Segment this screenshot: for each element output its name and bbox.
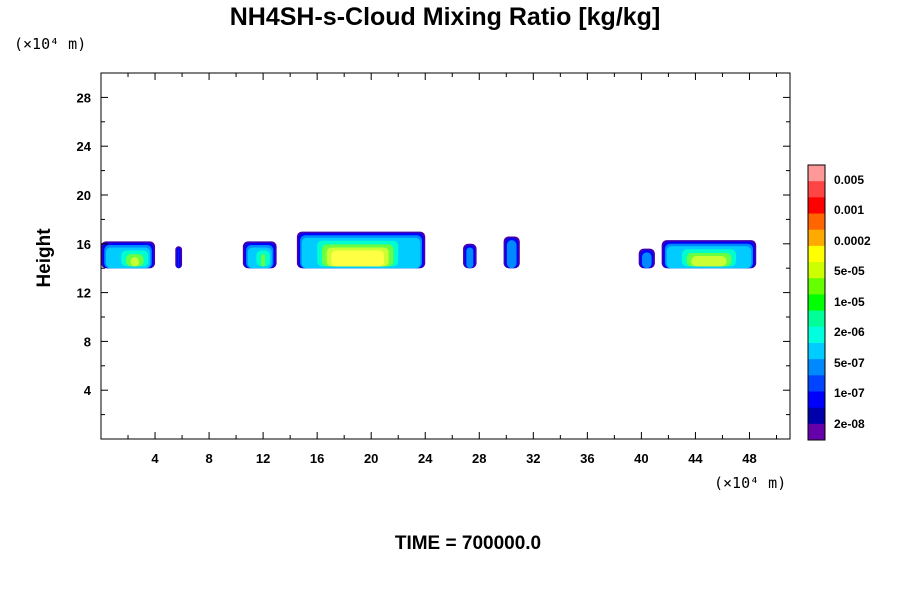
y-tick-label: 20 [77,188,91,203]
y-tick-label: 12 [77,286,91,301]
colorbar-swatch [808,342,825,360]
x-tick-label: 44 [688,451,703,466]
colorbar-swatch [808,359,825,376]
x-tick-label: 16 [310,451,324,466]
x-tick-label: 36 [580,451,594,466]
colorbar-swatch [808,391,825,409]
cloud-contour [641,252,652,269]
colorbar-swatch [808,310,825,328]
colorbar-label: 2e-06 [834,325,865,339]
y-axis-label: Height [34,228,55,288]
colorbar-label: 0.001 [834,203,864,217]
cloud-field [101,231,757,269]
colorbar: 0.005 0.001 0.0002 5e-05 1e-05 2e-06 5e-07 1e-0… [807,164,871,441]
x-tick-label: 4 [151,451,159,466]
x-tick-label: 48 [742,451,756,466]
x-tick-label: 32 [526,451,540,466]
x-tick-label: 28 [472,451,486,466]
cloud-contour [466,247,474,269]
colorbar-label: 5e-05 [834,264,865,278]
cloud-contour [130,257,139,267]
y-unit-label: (×10⁴ m) [14,35,86,53]
y-tick-label: 16 [77,237,91,252]
colorbar-label: 0.005 [834,173,864,187]
y-tick-label: 4 [84,383,92,398]
colorbar-swatch [808,326,825,344]
time-label: TIME = 700000.0 [395,533,541,554]
colorbar-swatch [808,197,825,215]
x-tick-label: 20 [364,451,378,466]
x-unit-label: (×10⁴ m) [714,474,786,492]
x-tick-label: 40 [634,451,648,466]
colorbar-swatch [808,407,825,425]
colorbar-swatch [808,213,825,231]
colorbar-frame [807,164,826,441]
cloud-contour [506,240,517,269]
cloud-contour [691,256,727,267]
colorbar-swatch [808,229,825,247]
plot-frame [100,72,791,440]
cloud-contour [331,250,385,267]
colorbar-label: 1e-05 [834,295,865,309]
x-tick-label: 12 [256,451,270,466]
colorbar-swatch [808,262,825,279]
colorbar-swatch [808,181,825,198]
colorbar-swatch [808,245,825,263]
colorbar-swatch [808,165,825,182]
y-tick-label: 28 [77,90,91,105]
y-tick-label: 8 [84,334,91,349]
x-tick-label: 24 [418,451,433,466]
colorbar-label: 0.0002 [834,234,871,248]
colorbar-label: 2e-08 [834,417,865,431]
colorbar-swatch [808,294,825,312]
chart-title: NH4SH-s-Cloud Mixing Ratio [kg/kg] [230,3,661,31]
y-tick-label: 24 [77,139,92,154]
cloud-contour [261,254,266,267]
colorbar-label: 1e-07 [834,386,865,400]
colorbar-label: 5e-07 [834,356,865,370]
x-tick-label: 8 [205,451,212,466]
colorbar-swatch [808,278,825,295]
colorbar-swatch [808,375,825,392]
colorbar-swatch [808,423,825,441]
